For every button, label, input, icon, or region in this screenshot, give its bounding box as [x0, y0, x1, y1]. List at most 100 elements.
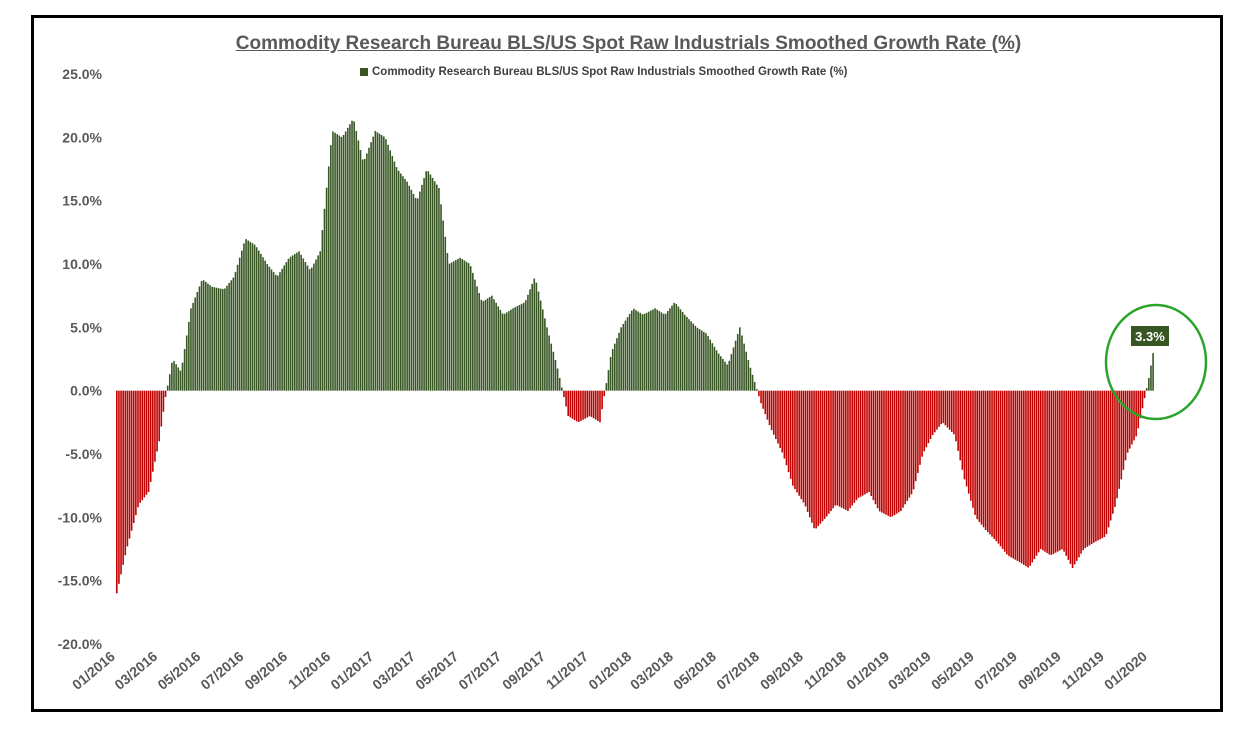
bar — [1048, 390, 1051, 555]
bar — [666, 311, 669, 391]
bar — [624, 320, 627, 391]
bar — [450, 262, 453, 391]
bar — [391, 155, 394, 391]
bar — [1008, 390, 1010, 557]
bar — [179, 370, 182, 391]
bar — [1010, 390, 1012, 558]
bar — [802, 390, 805, 503]
highlight-circle — [1104, 303, 1208, 421]
bar — [143, 390, 146, 498]
bar — [813, 390, 815, 529]
bar — [145, 390, 148, 495]
bar — [688, 319, 690, 391]
bar — [643, 313, 646, 391]
x-tick-label: 01/2017 — [327, 648, 376, 693]
bar — [656, 309, 658, 391]
bar — [577, 390, 580, 422]
bar — [213, 287, 216, 391]
bar — [1035, 390, 1038, 556]
x-tick-label: 03/2016 — [111, 648, 160, 693]
bar — [904, 390, 906, 505]
bar — [317, 255, 319, 391]
bar — [175, 364, 177, 391]
bar — [722, 359, 724, 391]
bar — [584, 390, 586, 419]
bar — [834, 390, 837, 506]
bar — [756, 389, 758, 391]
bar — [457, 258, 459, 391]
bar — [944, 390, 947, 426]
bar — [224, 288, 226, 391]
y-tick-label: 20.0% — [62, 129, 102, 145]
bar — [999, 390, 1002, 547]
bar — [906, 390, 909, 501]
bar — [620, 327, 622, 391]
bar — [160, 390, 163, 427]
bar — [389, 150, 391, 391]
bar — [404, 178, 406, 391]
y-tick-label: 10.0% — [62, 256, 102, 272]
bar — [253, 244, 256, 391]
x-tick-label: 07/2019 — [971, 648, 1020, 693]
bar — [493, 299, 495, 391]
bar — [118, 390, 120, 584]
bar — [707, 336, 709, 391]
bar — [436, 184, 438, 391]
bar — [527, 294, 529, 391]
bar — [368, 147, 370, 391]
bar — [861, 390, 864, 496]
bar — [806, 390, 809, 512]
bar — [671, 305, 673, 391]
bar — [1109, 390, 1112, 521]
bar — [376, 132, 379, 391]
bar — [554, 359, 557, 391]
bar — [630, 310, 633, 391]
bar — [1126, 390, 1129, 453]
bar — [686, 316, 688, 391]
x-tick-label: 07/2018 — [713, 648, 762, 693]
bar — [1092, 390, 1095, 543]
bar — [1037, 390, 1040, 553]
bar — [1071, 390, 1074, 568]
bar — [677, 306, 680, 391]
bar — [393, 161, 396, 391]
bar — [279, 272, 281, 391]
bar — [599, 390, 601, 423]
x-tick-label: 11/2018 — [801, 648, 850, 692]
bar — [764, 390, 767, 415]
bar — [520, 303, 523, 391]
bar — [675, 303, 678, 391]
bar — [984, 390, 987, 530]
bar — [247, 240, 249, 391]
bar — [758, 390, 760, 397]
bar — [1114, 390, 1116, 507]
bar — [349, 124, 351, 391]
bar — [181, 362, 184, 391]
bar — [116, 390, 118, 594]
bar — [1150, 365, 1152, 391]
bar — [465, 261, 468, 391]
bar — [234, 271, 237, 391]
bar — [270, 269, 273, 391]
bar — [796, 390, 798, 493]
bar — [177, 367, 180, 391]
bar — [781, 390, 784, 453]
bar — [1152, 353, 1154, 391]
bar — [463, 260, 466, 391]
bar — [821, 390, 824, 522]
bar — [713, 346, 716, 391]
bar — [410, 189, 413, 391]
bar — [486, 298, 489, 391]
bar — [190, 308, 192, 391]
bar — [351, 120, 353, 391]
bar — [789, 390, 792, 479]
bar — [158, 390, 160, 442]
bar — [825, 390, 828, 517]
bar — [1052, 390, 1055, 554]
bar — [257, 250, 260, 391]
bar — [361, 159, 364, 391]
bar — [762, 390, 764, 409]
bar — [938, 390, 940, 427]
bar — [183, 349, 186, 391]
bar — [480, 299, 483, 391]
